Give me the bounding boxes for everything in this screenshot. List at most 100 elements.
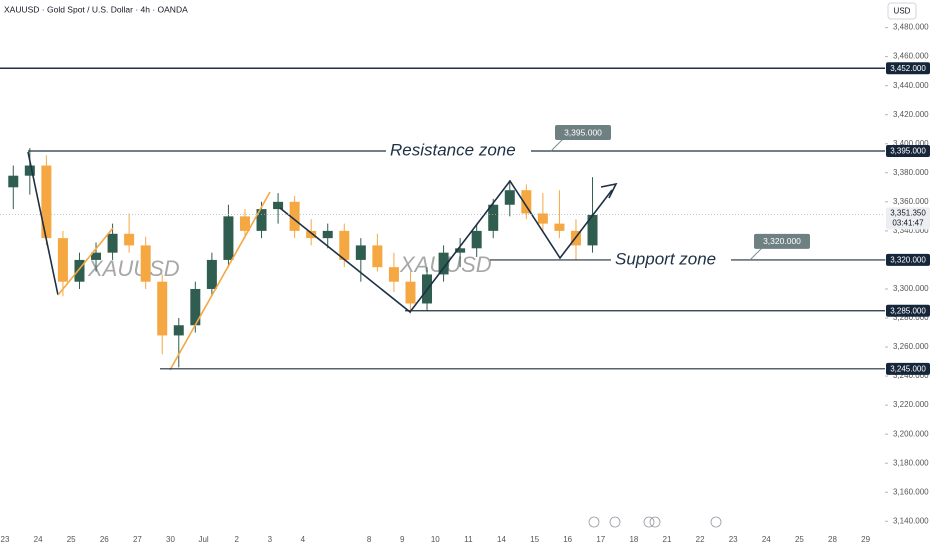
x-tick-label: 11 — [464, 535, 473, 544]
y-tick-label: 3,360.000 — [893, 197, 929, 206]
event-icon — [649, 516, 661, 528]
candle-body — [223, 216, 234, 260]
x-tick-label: 8 — [367, 535, 372, 544]
candle-body — [57, 238, 68, 282]
price-tag — [886, 207, 930, 230]
x-tick-label: 25 — [67, 535, 76, 544]
x-tick-label: 10 — [431, 535, 440, 544]
candle-body — [124, 233, 135, 246]
callout-label: 3,395.000 — [564, 127, 602, 137]
candle-body — [8, 175, 19, 188]
y-tick-label: 3,480.000 — [893, 23, 929, 32]
x-tick-label: 24 — [34, 535, 43, 544]
y-tick-label: 3,180.000 — [893, 458, 929, 467]
y-tick-label: 3,400.000 — [893, 139, 929, 148]
currency-label[interactable]: USD — [894, 7, 911, 16]
candle-body — [438, 252, 449, 275]
x-tick-label: 21 — [663, 535, 672, 544]
level-tag-label: 3,395.000 — [890, 147, 926, 156]
x-tick-label: 4 — [301, 535, 306, 544]
arrow-head — [600, 182, 618, 199]
candle-body — [587, 214, 598, 246]
y-tick-label: 3,240.000 — [893, 371, 929, 380]
candle-body — [306, 230, 317, 239]
y-tick-label: 3,200.000 — [893, 429, 929, 438]
x-tick-label: 23 — [1, 535, 10, 544]
annotation-gap — [611, 251, 731, 268]
trend-line — [57, 227, 114, 296]
y-tick-label: 3,340.000 — [893, 226, 929, 235]
y-tick-label: 3,380.000 — [893, 168, 929, 177]
x-tick-label: 22 — [696, 535, 705, 544]
annotation: Support zone — [615, 249, 716, 268]
level-tag — [886, 362, 930, 375]
x-tick-label: 23 — [729, 535, 738, 544]
event-icon — [609, 516, 621, 528]
callout-label: 3,320.000 — [763, 236, 801, 246]
callout-box — [754, 233, 810, 249]
level-tag-label: 3,285.000 — [890, 306, 926, 315]
y-tick-label: 3,160.000 — [893, 487, 929, 496]
y-tick-label: 3,440.000 — [893, 81, 929, 90]
y-tick-label: 3,460.000 — [893, 52, 929, 61]
x-tick-label: 3 — [268, 535, 273, 544]
candle-body — [24, 165, 35, 176]
y-tick-label: 3,220.000 — [893, 400, 929, 409]
y-tick-label: 3,300.000 — [893, 284, 929, 293]
candle-body — [322, 230, 333, 239]
y-tick-label: 3,280.000 — [893, 313, 929, 322]
candle-body — [140, 245, 151, 282]
x-tick-label: 29 — [861, 535, 870, 544]
trend-line — [169, 191, 271, 371]
x-tick-label: 14 — [497, 535, 506, 544]
candle-body — [339, 230, 350, 260]
x-tick-label: 16 — [563, 535, 572, 544]
candle-body — [504, 190, 515, 205]
x-tick-label: 2 — [234, 535, 239, 544]
level-tag-label: 3,452.000 — [890, 64, 926, 73]
x-tick-label: 28 — [828, 535, 837, 544]
candle-body — [455, 248, 466, 253]
watermark: XAUUSD — [87, 256, 180, 281]
x-tick-label: 27 — [133, 535, 142, 544]
candle-body — [488, 204, 499, 231]
x-tick-label: 17 — [596, 535, 605, 544]
callout-pointer — [749, 247, 763, 261]
candle-body — [41, 165, 52, 239]
currency-button[interactable] — [887, 2, 917, 20]
x-tick-label: Jul — [198, 535, 208, 544]
countdown: 03:41:47 — [892, 219, 924, 228]
candle-body — [405, 281, 416, 304]
level-tag — [886, 62, 930, 75]
zigzag-path — [279, 179, 613, 314]
trend-line — [27, 151, 59, 296]
candle-body — [173, 325, 184, 336]
level-tag — [886, 145, 930, 158]
candle-body — [206, 259, 217, 289]
candle-body — [273, 201, 284, 210]
candle-body — [521, 190, 532, 214]
candle-body — [554, 223, 565, 231]
candle-body — [355, 245, 366, 260]
annotation: Resistance zone — [390, 140, 516, 159]
x-tick-label: 18 — [629, 535, 638, 544]
drawings — [27, 151, 618, 371]
candle-body — [157, 281, 168, 336]
level-tag-label: 3,245.000 — [890, 364, 926, 373]
annotation-gap — [386, 143, 531, 160]
candle-body — [256, 209, 267, 231]
candle-body — [91, 252, 102, 260]
level-tag — [886, 253, 930, 266]
candle-body — [239, 216, 250, 231]
candle-body — [471, 230, 482, 249]
callout-box — [555, 125, 611, 141]
candle-body — [289, 201, 300, 231]
event-icon — [710, 516, 722, 528]
candle-body — [372, 245, 383, 268]
y-tick-label: 3,260.000 — [893, 342, 929, 351]
event-icon — [643, 516, 655, 528]
price-tag-label: 3,351.350 — [890, 209, 926, 218]
x-tick-label: 9 — [400, 535, 405, 544]
